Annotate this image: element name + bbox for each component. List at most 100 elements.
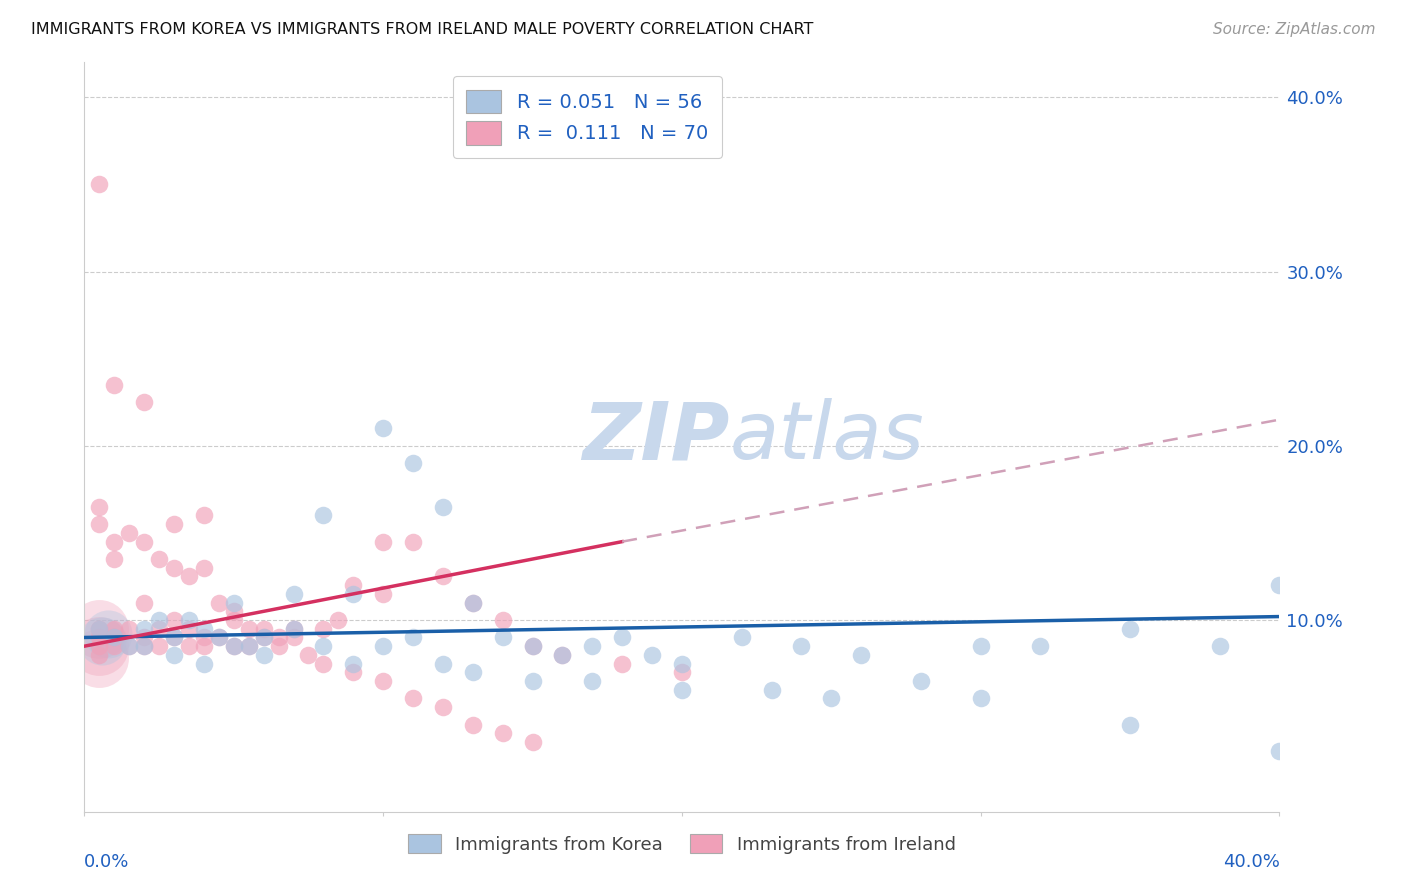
Point (402, 631, 425, 645)
Point (551, 648, 574, 662)
Point (612, 631, 634, 645)
Point (790, 639, 813, 653)
Point (492, 726, 515, 740)
Point (89, 648, 111, 662)
Point (432, 569, 454, 583)
Point (132, 639, 156, 653)
Point (148, 639, 170, 653)
Point (342, 665, 364, 680)
Point (193, 631, 215, 645)
Text: 40.0%: 40.0% (1223, 853, 1279, 871)
Point (1119, 717, 1142, 731)
Point (163, 631, 186, 645)
Point (193, 508, 215, 523)
Point (581, 639, 603, 653)
Point (402, 691, 425, 706)
Point (132, 631, 156, 645)
Point (148, 622, 170, 636)
Point (522, 735, 544, 749)
Point (163, 517, 186, 532)
Point (402, 534, 425, 549)
Point (551, 648, 574, 662)
Point (671, 665, 693, 680)
Point (222, 596, 245, 610)
Point (1209, 639, 1232, 653)
Point (238, 622, 260, 636)
Point (177, 613, 200, 627)
Point (1268, 744, 1291, 758)
Point (103, 552, 125, 566)
Point (97, 627, 120, 641)
Point (402, 456, 425, 470)
Point (283, 622, 305, 636)
Text: ZIP: ZIP (582, 398, 730, 476)
Point (910, 673, 932, 688)
Legend: Immigrants from Korea, Immigrants from Ireland: Immigrants from Korea, Immigrants from I… (399, 825, 965, 863)
Text: IMMIGRANTS FROM KOREA VS IMMIGRANTS FROM IRELAND MALE POVERTY CORRELATION CHART: IMMIGRANTS FROM KOREA VS IMMIGRANTS FROM… (31, 22, 813, 37)
Point (89, 639, 111, 653)
Point (641, 648, 664, 662)
Point (193, 622, 215, 636)
Point (820, 691, 842, 706)
Point (222, 639, 245, 653)
Point (103, 639, 125, 653)
Point (283, 587, 305, 601)
Point (312, 508, 335, 523)
Point (118, 639, 141, 653)
Point (581, 673, 603, 688)
Point (148, 552, 170, 566)
Point (373, 534, 395, 549)
Point (103, 631, 125, 645)
Point (89, 500, 111, 514)
Point (89, 622, 111, 636)
Point (612, 657, 634, 671)
Point (342, 578, 364, 592)
Point (208, 596, 231, 610)
Point (193, 639, 215, 653)
Point (492, 613, 515, 627)
Text: atlas: atlas (730, 398, 925, 476)
Point (89, 517, 111, 532)
Point (103, 377, 125, 392)
Point (970, 639, 993, 653)
Point (163, 648, 186, 662)
Point (671, 657, 693, 671)
Point (461, 665, 484, 680)
Point (89, 639, 111, 653)
Point (1029, 639, 1052, 653)
Point (163, 631, 186, 645)
Point (342, 587, 364, 601)
Point (163, 561, 186, 575)
Point (89, 622, 111, 636)
Point (461, 596, 484, 610)
Point (492, 631, 515, 645)
Point (177, 639, 200, 653)
Point (132, 596, 156, 610)
Point (103, 622, 125, 636)
Point (238, 639, 260, 653)
Point (238, 639, 260, 653)
Point (461, 717, 484, 731)
Text: Source: ZipAtlas.com: Source: ZipAtlas.com (1212, 22, 1375, 37)
Point (1119, 622, 1142, 636)
Point (731, 631, 754, 645)
Point (148, 613, 170, 627)
Point (253, 631, 276, 645)
Point (118, 622, 141, 636)
Point (177, 622, 200, 636)
Point (1268, 578, 1291, 592)
Point (267, 639, 290, 653)
Point (208, 631, 231, 645)
Point (89, 622, 111, 636)
Text: 0.0%: 0.0% (84, 853, 129, 871)
Point (373, 421, 395, 435)
Point (522, 639, 544, 653)
Point (267, 631, 290, 645)
Point (761, 682, 783, 697)
Point (208, 631, 231, 645)
Point (851, 648, 873, 662)
Point (222, 604, 245, 618)
Point (373, 639, 395, 653)
Point (522, 639, 544, 653)
Point (118, 639, 141, 653)
